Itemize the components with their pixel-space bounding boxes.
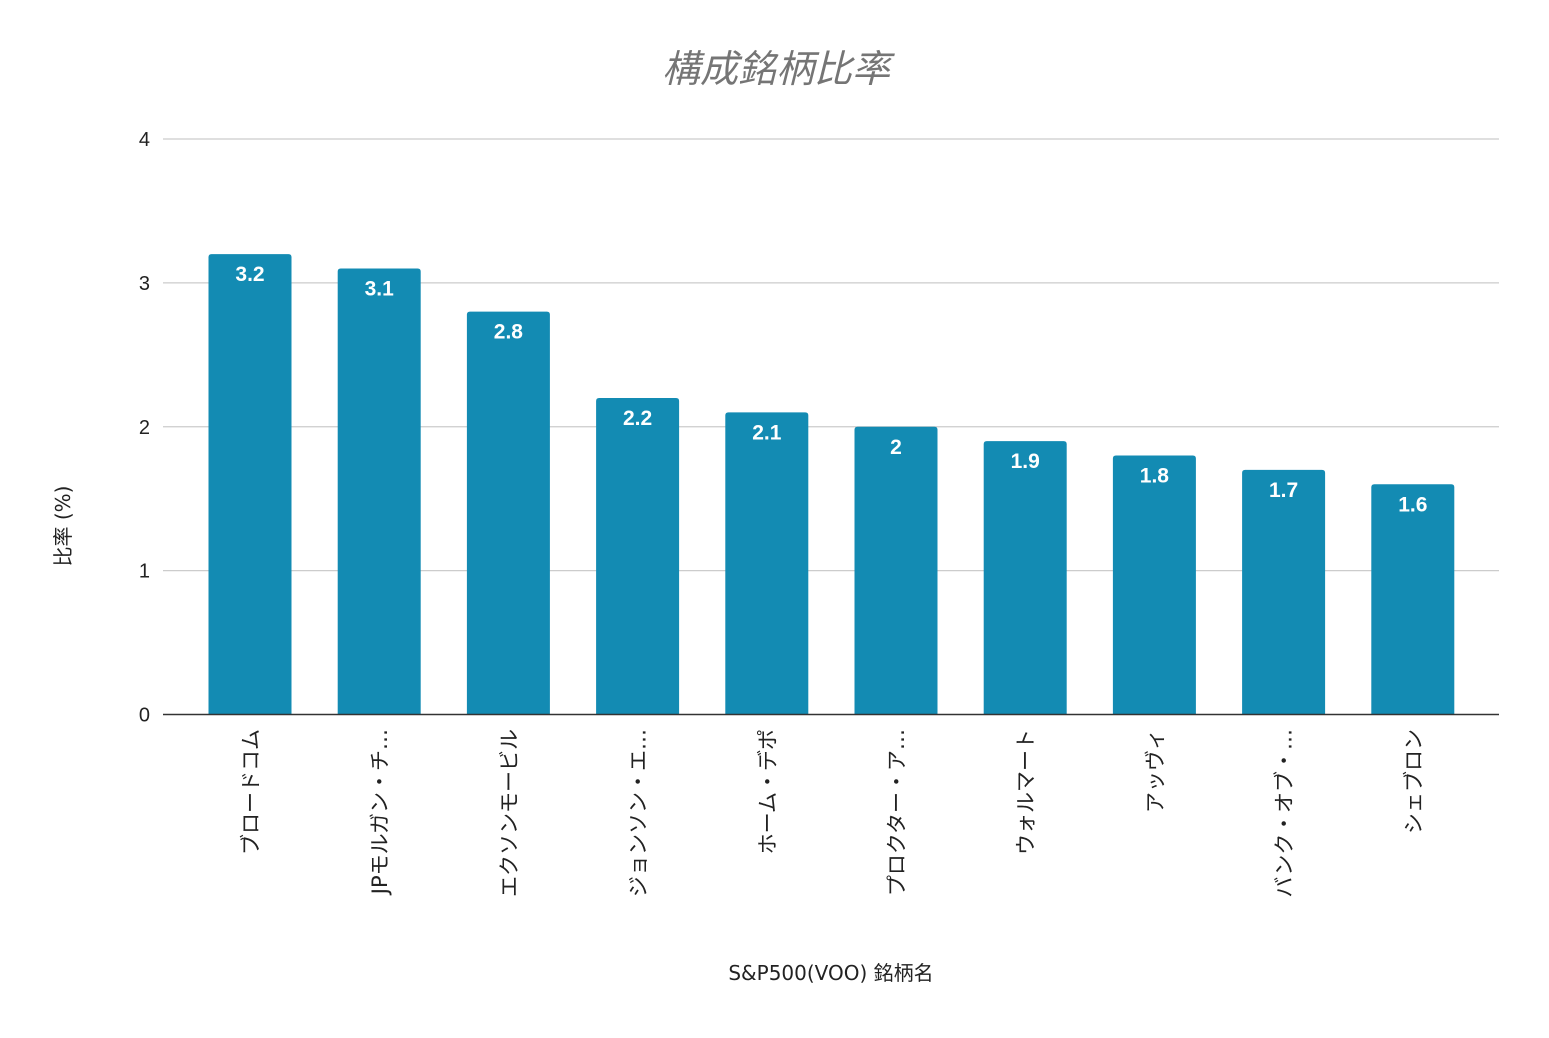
y-tick-label: 0	[139, 705, 150, 727]
bars	[208, 254, 1455, 715]
bar	[725, 412, 809, 715]
chart-title: 構成銘柄比率	[662, 47, 895, 91]
x-category-label: エクソンモービル	[497, 729, 521, 897]
x-category-label: ジョンソン・エ…	[627, 729, 651, 897]
y-tick-label: 4	[139, 129, 150, 151]
x-axis-category-labels: ブロードコム JPモルガン・チ… エクソンモービル ジョンソン・エ… ホーム・デポ プロク…	[239, 729, 1426, 898]
bar	[1112, 455, 1196, 715]
x-category-label: JPモルガン・チ…	[368, 729, 392, 896]
bar	[208, 254, 292, 715]
bar-value-label: 1.7	[1269, 479, 1298, 502]
x-category-label: ウォルマート	[1014, 729, 1038, 855]
x-category-label: ブロードコム	[239, 729, 263, 855]
y-tick-label: 2	[139, 417, 150, 439]
y-axis-title: 比率 (%)	[51, 486, 75, 567]
bar	[466, 311, 550, 715]
bar	[854, 426, 938, 715]
bar-value-label: 2.1	[752, 421, 782, 444]
x-category-label: アッヴィ	[1143, 729, 1167, 813]
bar	[983, 441, 1067, 715]
bar-value-label: 2.2	[623, 407, 652, 430]
y-axis-ticks: 0 1 2 3 4	[139, 129, 150, 727]
x-category-label: ホーム・デポ	[756, 729, 780, 854]
bar	[1242, 469, 1326, 715]
bar	[1371, 484, 1455, 715]
y-tick-label: 1	[139, 561, 150, 583]
x-category-label: バンク・オブ・…	[1273, 729, 1297, 898]
bar-value-label: 1.9	[1011, 450, 1040, 473]
bar-value-label: 3.2	[235, 263, 264, 286]
x-axis-title: S&P500(VOO) 銘柄名	[728, 961, 933, 985]
bar-value-label: 2	[890, 436, 902, 459]
x-category-label: プロクター・ア…	[885, 729, 909, 896]
bar-value-label: 1.8	[1140, 465, 1170, 488]
x-category-label: シェブロン	[1402, 729, 1426, 834]
bar-value-labels: 3.2 3.1 2.8 2.2 2.1 2 1.9 1.8 1.7 1.6	[235, 263, 1427, 516]
y-tick-label: 3	[139, 273, 150, 295]
bar-value-label: 1.6	[1398, 493, 1427, 516]
bar	[337, 268, 421, 715]
bar-value-label: 3.1	[365, 277, 395, 300]
bar	[596, 397, 680, 715]
bar-value-label: 2.8	[494, 321, 524, 344]
